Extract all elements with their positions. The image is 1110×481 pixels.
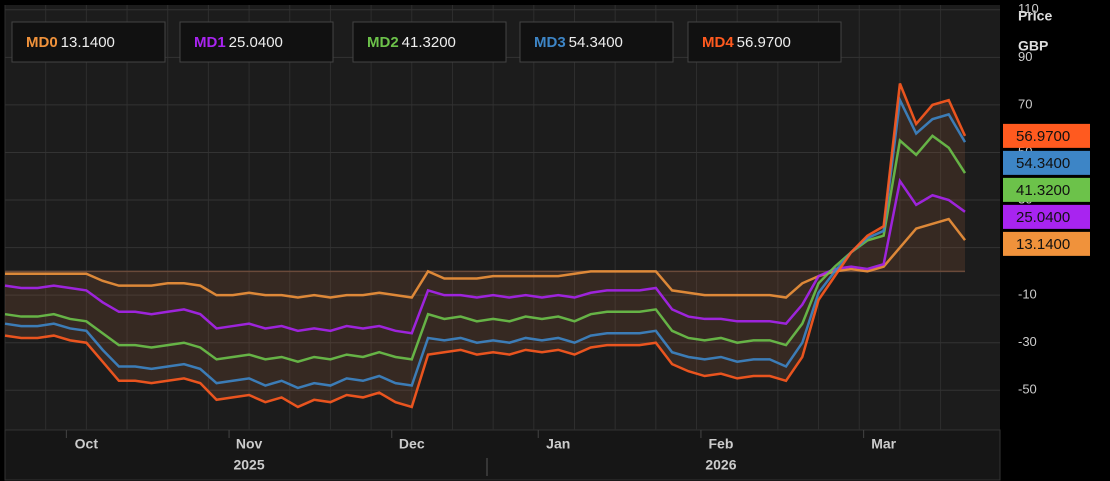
legend-value: 41.3200 — [402, 34, 456, 51]
legend-entry: MD4 56.9700 — [702, 34, 791, 51]
x-year-label: 2026 — [705, 457, 736, 473]
series-line — [4, 95, 967, 390]
y-tick-label: 90 — [1018, 49, 1032, 64]
legend-name: MD4 — [702, 34, 734, 51]
legend-value: 13.1400 — [61, 34, 115, 51]
x-tick-label: Dec — [399, 436, 425, 452]
axis-unit: GBP — [1018, 38, 1048, 54]
legend-entry: MD0 13.1400 — [26, 34, 115, 51]
x-axis-panel — [4, 429, 1001, 481]
value-tag-label: 13.1400 — [1016, 236, 1070, 253]
y-tick-label: -10 — [1018, 287, 1037, 302]
legend-name: MD2 — [367, 34, 399, 51]
value-tag-label: 25.0400 — [1016, 209, 1070, 226]
value-tag — [1003, 204, 1090, 229]
legend-box — [519, 21, 674, 63]
legend-name: MD0 — [26, 34, 58, 51]
value-tag — [1003, 177, 1090, 202]
legend-entry: MD3 54.3400 — [534, 34, 623, 51]
grid: -50-30-101030507090110OctNovDecJanFebMar… — [4, 1, 1039, 476]
series-line — [4, 134, 967, 364]
x-tick-label: Mar — [871, 436, 896, 452]
y-tick-label: -30 — [1018, 334, 1037, 349]
plot — [4, 83, 967, 409]
series-line — [4, 177, 966, 335]
legend-value: 56.9700 — [737, 34, 791, 51]
y-tick-label: 110 — [1018, 1, 1039, 16]
x-year-label: 2025 — [233, 457, 264, 473]
legend-value: 54.3400 — [569, 34, 623, 51]
legend-name: MD1 — [194, 34, 226, 51]
legend-box — [179, 21, 334, 63]
axis-title: Price — [1018, 8, 1052, 24]
x-tick-label: Oct — [75, 436, 99, 452]
y-tick-label: -50 — [1018, 382, 1037, 397]
x-tick-label: Feb — [708, 436, 733, 452]
series-line — [5, 217, 966, 299]
y-tick-label: 70 — [1018, 96, 1032, 111]
series-line — [4, 83, 967, 409]
area — [5, 83, 965, 407]
legend-box — [352, 21, 507, 63]
value-tag — [1003, 123, 1090, 148]
x-tick-label: Nov — [236, 436, 263, 452]
value-tag — [1003, 150, 1090, 175]
legend-entry: MD1 25.0400 — [194, 34, 283, 51]
value-tag-label: 54.3400 — [1016, 155, 1070, 172]
value-tag-label: 56.9700 — [1016, 128, 1070, 145]
legend-entry: MD2 41.3200 — [367, 34, 456, 51]
x-tick-label: Jan — [546, 436, 570, 452]
legend-box — [687, 21, 842, 63]
value-tag-label: 41.3200 — [1016, 182, 1070, 199]
legend-box — [11, 21, 166, 63]
plot-area — [5, 5, 1000, 430]
overlay: MD0 13.1400 MD1 25.0400 MD2 41.3200 MD3 54.3400… — [11, 21, 1090, 256]
value-tag — [1003, 231, 1090, 256]
legend-name: MD3 — [534, 34, 566, 51]
legend-value: 25.0400 — [229, 34, 283, 51]
